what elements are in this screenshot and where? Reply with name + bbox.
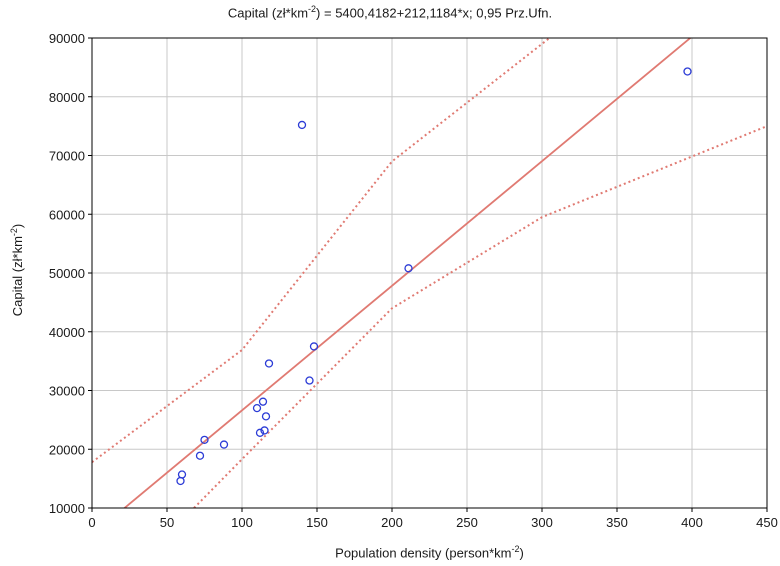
x-axis-label: Population density (person*km-2) [335,544,524,561]
data-point [258,397,268,406]
y-tick-label: 80000 [49,90,85,105]
x-tick-label: 0 [88,515,95,530]
data-point [297,120,307,130]
x-tick-label: 50 [160,515,174,530]
x-tick-label: 100 [231,515,253,530]
x-tick-label: 450 [756,515,778,530]
data-point [177,470,187,479]
y-tick-label: 30000 [49,384,85,399]
regression-line [123,38,692,508]
data-point [195,451,205,460]
x-tick-label: 250 [456,515,478,530]
data-point [219,440,229,449]
y-tick-label: 70000 [49,149,85,164]
x-tick-label: 150 [306,515,328,530]
y-tick-label: 50000 [49,266,85,281]
lower-confidence-band [193,125,767,508]
y-tick-label: 20000 [49,442,85,457]
y-tick-label: 60000 [49,207,85,222]
data-point [252,403,262,413]
data-point [264,359,274,368]
data-point [309,342,319,351]
data-point [200,435,209,445]
chart-title: Capital (zł*km-2) = 5400,4182+212,1184*x… [227,4,553,21]
y-tick-label: 10000 [49,501,85,516]
data-point [683,67,692,76]
y-axis-label: Capital (zł*km-2) [8,223,26,317]
y-tick-label: 40000 [49,325,85,340]
data-point [305,376,314,385]
data-point [404,264,413,273]
data-point [261,412,271,421]
data-point [260,426,269,435]
data-point [255,428,265,437]
x-tick-label: 300 [531,515,553,530]
y-tick-label: 90000 [49,31,85,46]
x-tick-label: 350 [606,515,628,530]
x-tick-label: 200 [381,515,403,530]
upper-confidence-band [92,38,552,464]
x-tick-label: 400 [681,515,703,530]
